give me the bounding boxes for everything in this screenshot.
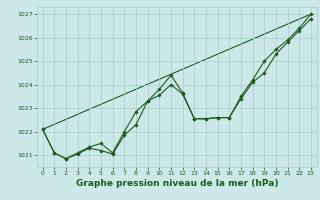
X-axis label: Graphe pression niveau de la mer (hPa): Graphe pression niveau de la mer (hPa) xyxy=(76,179,278,188)
